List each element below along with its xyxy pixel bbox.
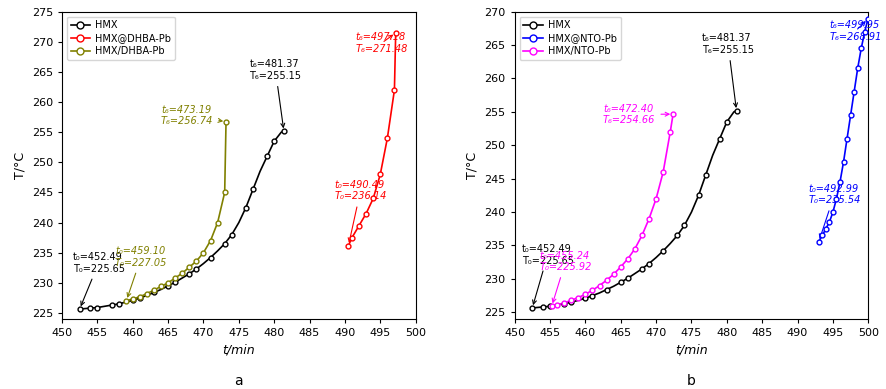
Text: t₆=499.95
T₆=268.91: t₆=499.95 T₆=268.91: [829, 20, 882, 42]
Text: a: a: [235, 374, 243, 388]
Text: t₀=459.10
T₀=227.05: t₀=459.10 T₀=227.05: [115, 246, 167, 297]
X-axis label: t/min: t/min: [675, 343, 708, 357]
Text: t₆=473.19
T₆=256.74: t₆=473.19 T₆=256.74: [161, 105, 222, 126]
Text: t₀=490.49
T₀=236.14: t₀=490.49 T₀=236.14: [334, 180, 386, 242]
Y-axis label: T/°C: T/°C: [466, 152, 478, 179]
Text: b: b: [687, 374, 696, 388]
Text: t₆=497.18
T₆=271.48: t₆=497.18 T₆=271.48: [355, 32, 408, 54]
Legend: HMX, HMX@DHBA-Pb, HMX/DHBA-Pb: HMX, HMX@DHBA-Pb, HMX/DHBA-Pb: [66, 16, 175, 60]
Text: t₀=455.24
T₀=225.92: t₀=455.24 T₀=225.92: [540, 251, 592, 302]
Text: t₆=481.37
T₆=255.15: t₆=481.37 T₆=255.15: [702, 33, 754, 107]
Text: t₆=472.40
T₆=254.66: t₆=472.40 T₆=254.66: [603, 103, 669, 125]
X-axis label: t/min: t/min: [222, 343, 255, 357]
Text: t₆=481.37
T₆=255.15: t₆=481.37 T₆=255.15: [250, 60, 301, 127]
Y-axis label: T/°C: T/°C: [13, 152, 27, 179]
Text: t₀=492.99
T₀=235.54: t₀=492.99 T₀=235.54: [808, 184, 860, 238]
Legend: HMX, HMX@NTO-Pb, HMX/NTO-Pb: HMX, HMX@NTO-Pb, HMX/NTO-Pb: [519, 16, 620, 60]
Text: t₀=452.49
T₀=225.65: t₀=452.49 T₀=225.65: [522, 244, 574, 304]
Text: t₀=452.49
T₀=225.65: t₀=452.49 T₀=225.65: [73, 252, 125, 305]
